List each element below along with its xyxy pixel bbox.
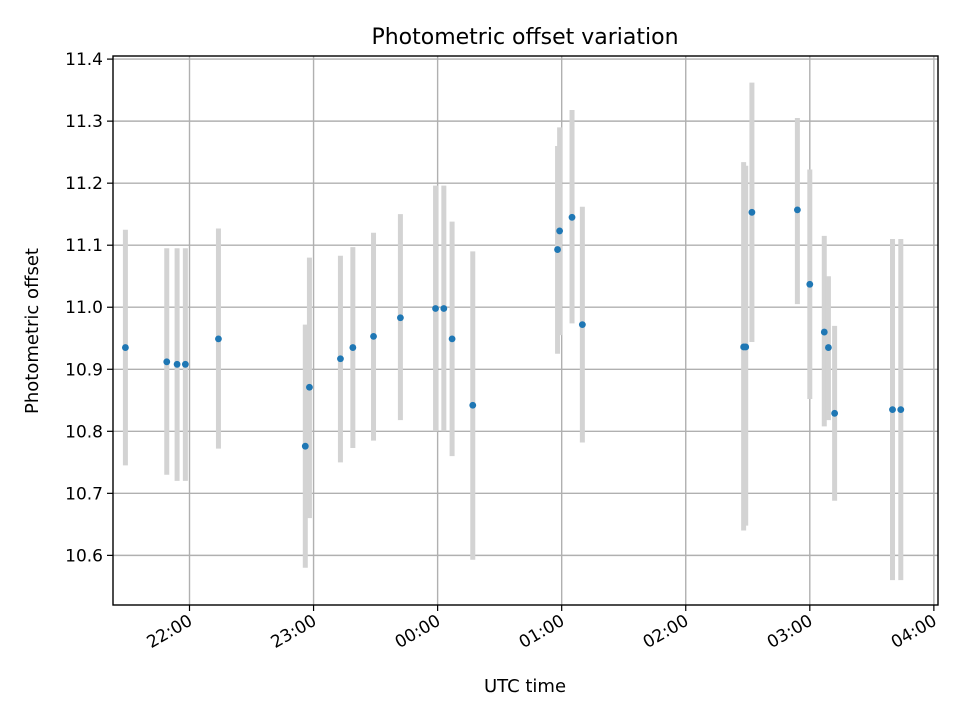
data-point bbox=[469, 401, 477, 409]
data-point bbox=[432, 305, 439, 312]
x-tick-label: 01:00 bbox=[516, 611, 568, 653]
data-point bbox=[448, 335, 456, 343]
data-point bbox=[337, 355, 344, 363]
data-point bbox=[215, 335, 222, 343]
data-point bbox=[578, 321, 586, 329]
data-points bbox=[122, 206, 905, 450]
x-tick-label: 00:00 bbox=[392, 611, 444, 653]
data-point bbox=[825, 344, 832, 351]
data-point bbox=[820, 328, 828, 336]
data-point bbox=[181, 360, 189, 368]
data-point bbox=[889, 406, 896, 413]
y-tick-label: 11.3 bbox=[65, 112, 103, 132]
data-point bbox=[568, 213, 576, 221]
data-point bbox=[370, 332, 377, 340]
y-tick-label: 11.0 bbox=[65, 298, 103, 318]
data-point bbox=[897, 406, 905, 413]
data-point bbox=[349, 344, 357, 351]
data-point bbox=[301, 442, 309, 450]
x-tick-label: 04:00 bbox=[888, 611, 940, 653]
data-point bbox=[806, 280, 814, 288]
x-tick-label: 23:00 bbox=[268, 611, 320, 653]
data-point bbox=[122, 344, 129, 351]
data-point bbox=[440, 305, 448, 312]
y-axis-label: Photometric offset bbox=[22, 248, 43, 414]
y-tick-label: 10.8 bbox=[65, 422, 103, 442]
data-point bbox=[163, 358, 171, 366]
x-tick-label: 02:00 bbox=[640, 611, 692, 653]
data-point bbox=[306, 383, 313, 391]
grid-layer bbox=[113, 56, 938, 605]
data-point bbox=[748, 208, 756, 216]
data-point bbox=[554, 246, 561, 253]
data-point bbox=[397, 314, 404, 322]
plot-frame bbox=[112, 55, 939, 606]
data-point bbox=[173, 360, 181, 368]
y-tick-label: 10.9 bbox=[65, 360, 103, 380]
y-tick-label: 10.7 bbox=[65, 484, 103, 504]
data-point bbox=[793, 206, 801, 214]
data-point bbox=[831, 409, 839, 417]
error-bars bbox=[122, 82, 904, 581]
x-tick-label: 22:00 bbox=[144, 611, 196, 653]
data-point bbox=[556, 227, 564, 235]
y-tick-label: 11.4 bbox=[65, 50, 103, 70]
y-tick-label: 11.2 bbox=[65, 174, 103, 194]
y-tick-label: 10.6 bbox=[65, 546, 103, 566]
chart-title: Photometric offset variation bbox=[371, 25, 678, 50]
x-tick-label: 03:00 bbox=[764, 611, 816, 653]
y-tick-label: 11.1 bbox=[65, 236, 103, 256]
data-point bbox=[742, 343, 750, 351]
x-axis-label: UTC time bbox=[484, 676, 566, 697]
